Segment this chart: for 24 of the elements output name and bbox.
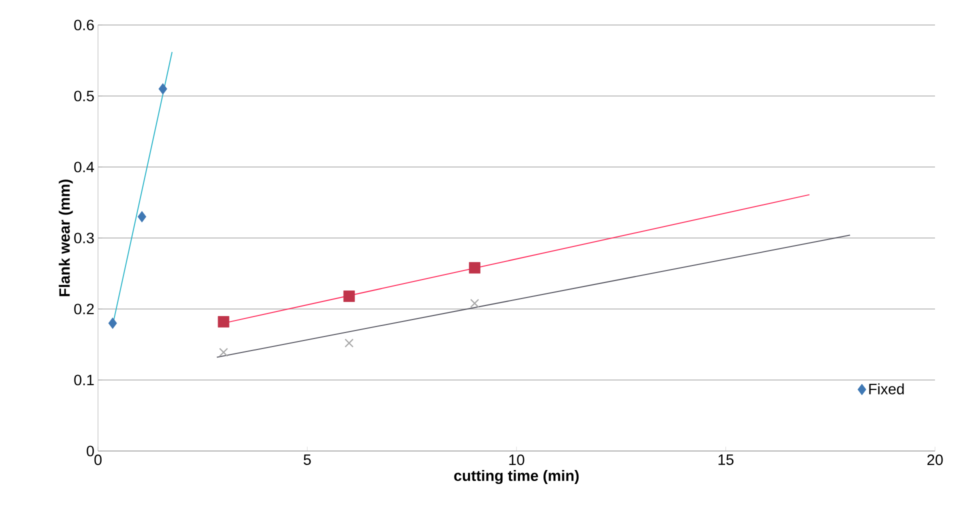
y-tick-label: 0.3 (74, 232, 94, 244)
y-tick-label: 0.1 (74, 374, 94, 386)
point (344, 338, 354, 348)
point (470, 298, 480, 308)
y-axis-title: Flank wear (mm) (58, 180, 73, 296)
point (158, 83, 168, 95)
point (218, 316, 230, 328)
legend-label: Fixed (869, 383, 904, 394)
x-tick-label: 5 (304, 454, 311, 465)
point (138, 210, 146, 222)
x-tick-label: 10 (509, 454, 524, 466)
x-tick-label: 0 (94, 454, 102, 466)
point (468, 262, 480, 274)
y-tick-label: 0.4 (74, 162, 94, 172)
point (219, 348, 228, 357)
y-tick-label: 0 (86, 446, 94, 456)
x-tick-label: 20 (927, 454, 943, 466)
y-tick-label: 0.5 (74, 90, 94, 102)
point (108, 318, 117, 329)
point (343, 290, 355, 302)
x-tick-label: 15 (718, 454, 734, 465)
x-axis-title: cutting time (min) (454, 470, 579, 484)
y-tick-label: 0.2 (74, 304, 94, 314)
y-tick-label: 0.6 (74, 20, 94, 30)
